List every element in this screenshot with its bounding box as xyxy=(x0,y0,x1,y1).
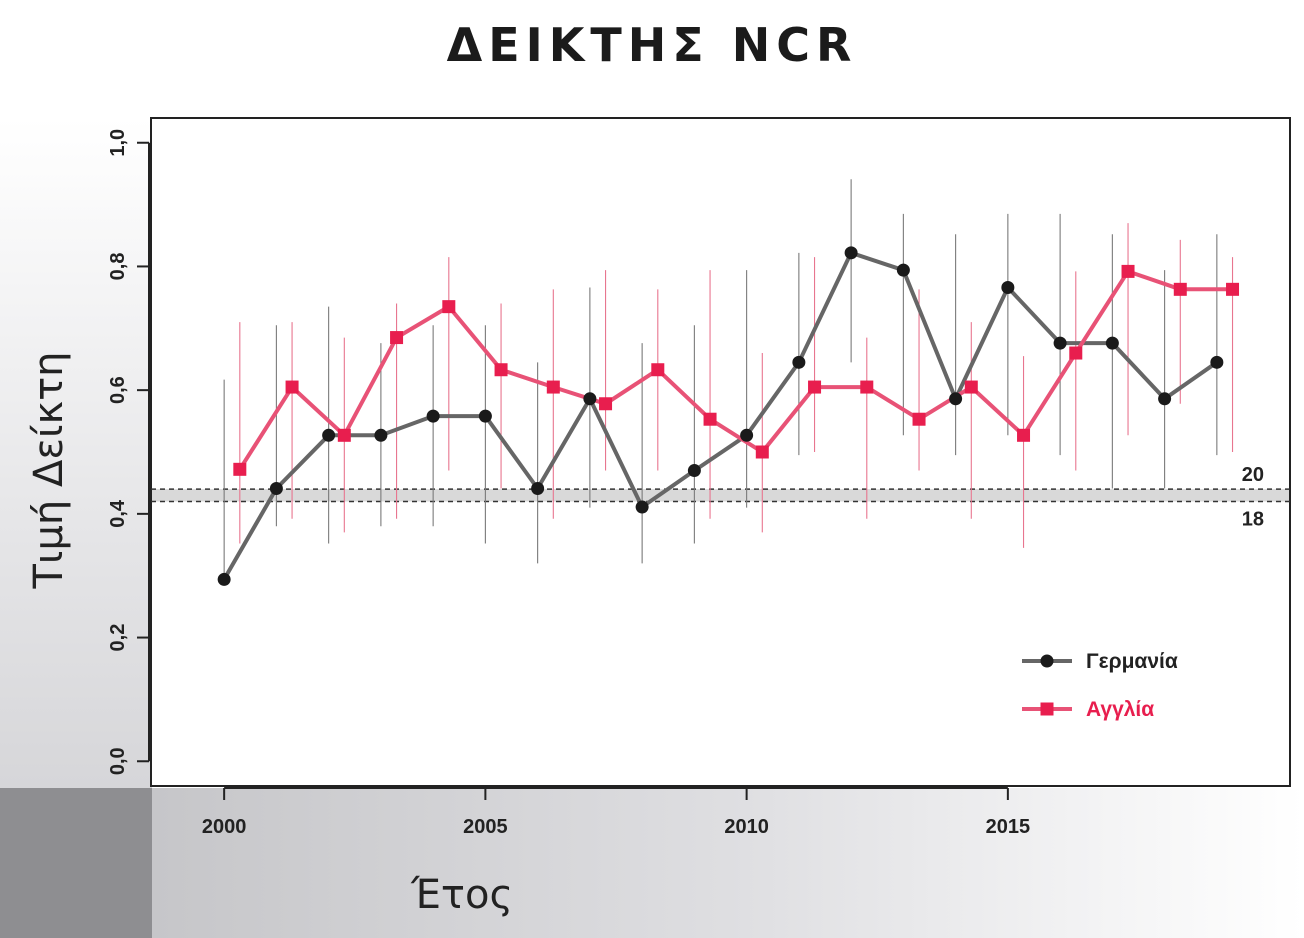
y-tick-label: 1,0 xyxy=(107,129,129,157)
x-tick-label: 2005 xyxy=(463,816,508,838)
series-markers xyxy=(217,246,1240,586)
data-point xyxy=(583,392,597,406)
chart-title: ΔΕΙΚΤΗΣ NCR xyxy=(446,18,858,72)
data-point xyxy=(1069,346,1083,360)
legend-marker xyxy=(1040,702,1054,716)
legend: Γερμανία Αγγλία xyxy=(1022,650,1178,721)
bottom-gradient-panel xyxy=(152,788,1304,938)
y-tick-label: 0,2 xyxy=(107,624,129,652)
data-point xyxy=(285,380,299,394)
data-point xyxy=(478,409,492,423)
series-lines xyxy=(222,250,1233,581)
data-point xyxy=(687,464,701,478)
data-point xyxy=(1121,264,1135,278)
y-axis-title: Τιμή Δείκτη xyxy=(26,351,72,589)
reference-band-fill xyxy=(152,489,1289,502)
series-line xyxy=(222,250,1219,581)
y-tick-label: 0,8 xyxy=(107,253,129,281)
y-tick-label: 0,6 xyxy=(107,376,129,404)
data-point xyxy=(1158,392,1172,406)
data-point xyxy=(269,481,283,495)
data-point xyxy=(860,380,874,394)
left-gradient-panel xyxy=(0,118,152,788)
data-point xyxy=(1105,336,1119,350)
data-point xyxy=(322,428,336,442)
data-point xyxy=(390,331,404,345)
data-point xyxy=(1001,280,1015,294)
data-point xyxy=(494,363,508,377)
data-point xyxy=(635,500,649,514)
legend-label: Γερμανία xyxy=(1086,650,1178,673)
data-point xyxy=(964,380,978,394)
data-point xyxy=(217,572,231,586)
data-point xyxy=(374,428,388,442)
data-point xyxy=(1017,428,1031,442)
data-point xyxy=(912,412,926,426)
data-point xyxy=(808,380,822,394)
data-point xyxy=(844,246,858,260)
data-point xyxy=(792,355,806,369)
data-point xyxy=(531,481,545,495)
x-tick-label: 2000 xyxy=(202,816,247,838)
corner-panel xyxy=(0,788,152,938)
data-point xyxy=(233,462,247,476)
data-point xyxy=(703,412,717,426)
legend-label: Αγγλία xyxy=(1086,698,1154,721)
data-point xyxy=(442,300,456,314)
data-point xyxy=(896,263,910,277)
x-tick-label: 2015 xyxy=(986,816,1031,838)
data-point xyxy=(949,392,963,406)
y-tick-label: 0,0 xyxy=(107,747,129,775)
reference-line-label: 20 xyxy=(1242,464,1264,486)
y-tick-label: 0,4 xyxy=(107,499,129,528)
data-point xyxy=(599,397,613,411)
data-point xyxy=(740,428,754,442)
x-tick-label: 2010 xyxy=(724,816,769,838)
data-point xyxy=(1173,282,1187,296)
data-point xyxy=(1210,355,1224,369)
data-point xyxy=(546,380,560,394)
data-point xyxy=(1226,282,1240,296)
data-point xyxy=(426,409,440,423)
data-point xyxy=(755,445,769,459)
legend-marker xyxy=(1040,654,1054,668)
reference-line-label: 18 xyxy=(1242,508,1264,530)
error-bars xyxy=(223,179,1234,580)
axes: 2000 2005 2010 2015 0,0 0,2 0,4 0,6 0,8 1,0 xyxy=(107,129,1030,838)
data-point xyxy=(1053,336,1067,350)
x-axis-title: Έτος xyxy=(410,872,513,918)
data-point xyxy=(337,428,351,442)
data-point xyxy=(651,363,665,377)
series-line xyxy=(238,269,1233,471)
